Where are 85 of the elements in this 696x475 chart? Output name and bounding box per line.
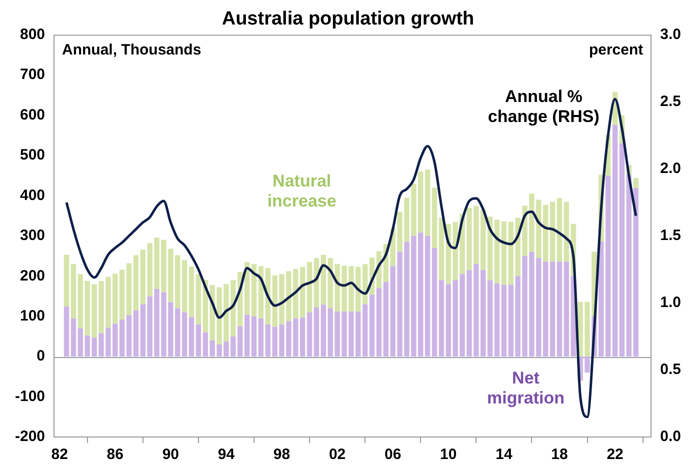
- y-axis-title: Annual, Thousands: [62, 41, 202, 58]
- bar: [564, 202, 570, 262]
- bar: [182, 312, 188, 357]
- bar: [119, 270, 125, 320]
- y-tick-label: 700: [20, 66, 46, 84]
- x-tick-label: 98: [273, 446, 290, 464]
- bar: [133, 310, 139, 357]
- bar: [258, 318, 264, 357]
- bar: [362, 304, 368, 357]
- bar: [487, 280, 493, 357]
- bar: [619, 143, 625, 357]
- bar: [306, 262, 312, 312]
- y2-tick-label: 0.5: [660, 361, 682, 378]
- bar: [633, 188, 638, 357]
- y-tick-label: 100: [20, 307, 46, 324]
- bar: [306, 312, 312, 357]
- x-tick-label: 86: [106, 446, 124, 464]
- bar: [70, 264, 76, 318]
- bar: [550, 262, 556, 357]
- y-tick-label: 800: [20, 26, 46, 43]
- bar: [126, 263, 132, 316]
- bar: [438, 280, 444, 357]
- chart-title: Australia population growth: [222, 8, 474, 30]
- bar: [432, 248, 438, 357]
- bar: [424, 170, 430, 236]
- bar: [182, 260, 188, 312]
- bar: [64, 306, 70, 357]
- bar: [550, 202, 556, 262]
- bar: [188, 317, 194, 357]
- series-label: Annual % change (RHS): [488, 86, 600, 126]
- bar: [196, 274, 202, 324]
- bar: [494, 220, 500, 284]
- x-tick-label: 94: [218, 446, 236, 464]
- bar: [612, 124, 618, 357]
- x-tick-label: 82: [51, 446, 68, 464]
- bar: [564, 262, 570, 357]
- y-tick-label: 400: [20, 186, 46, 204]
- text: Natural increase: [267, 171, 336, 210]
- y-tick-label: -200: [14, 428, 46, 446]
- y-tick-label: 300: [20, 227, 46, 244]
- y2-tick-label: 0.0: [660, 428, 682, 446]
- y2-tick-label: 2.5: [660, 92, 682, 110]
- bar: [438, 218, 444, 280]
- series-label: Net migration: [487, 368, 564, 408]
- bar: [556, 262, 562, 357]
- y-tick-label: 200: [20, 267, 46, 284]
- bar: [633, 178, 638, 188]
- bar: [64, 254, 70, 307]
- y2-tick-label: 3.0: [660, 26, 682, 43]
- bar: [501, 221, 507, 285]
- y-tick-label: 0: [36, 348, 46, 365]
- y-tick-label: 600: [20, 106, 46, 124]
- y2-tick-label: 2.0: [660, 160, 682, 178]
- bar: [314, 307, 320, 357]
- bar: [501, 284, 507, 357]
- x-tick-label: 02: [328, 446, 346, 464]
- bar: [383, 282, 389, 357]
- y-tick-label: -100: [14, 388, 46, 405]
- x-tick-label: 10: [440, 446, 457, 464]
- bar: [133, 255, 139, 310]
- bar: [369, 294, 375, 357]
- bar: [126, 315, 132, 357]
- x-tick-label: 06: [384, 446, 402, 464]
- bar: [188, 266, 194, 318]
- y2-axis-title: percent: [588, 41, 644, 58]
- bar: [424, 236, 430, 357]
- x-tick-label: 90: [162, 446, 180, 464]
- bar: [626, 174, 632, 357]
- bar: [494, 283, 500, 357]
- y-tick-label: 500: [20, 146, 46, 164]
- bar: [70, 318, 76, 357]
- bar: [244, 314, 250, 357]
- bar: [320, 304, 326, 357]
- x-tick-label: 18: [551, 446, 568, 464]
- bar: [376, 288, 382, 357]
- bar: [251, 264, 257, 316]
- y2-tick-label: 1.5: [660, 227, 682, 244]
- x-tick-label: 14: [496, 446, 513, 464]
- bar: [432, 188, 438, 248]
- bar: [196, 324, 202, 357]
- bar: [119, 320, 125, 357]
- y2-tick-label: 1.0: [660, 294, 682, 312]
- x-tick-label: 22: [606, 446, 624, 464]
- bar: [251, 316, 257, 357]
- bar: [556, 198, 562, 262]
